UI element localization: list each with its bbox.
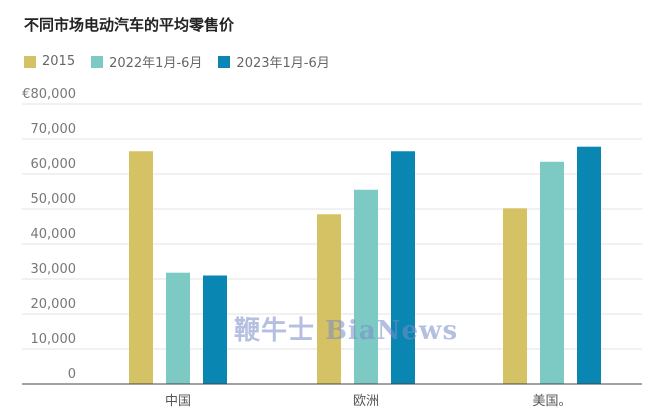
bar bbox=[354, 189, 378, 384]
y-tick-label: 10,000 bbox=[31, 332, 77, 347]
y-tick-label: 50,000 bbox=[31, 192, 77, 207]
y-tick-label: 20,000 bbox=[31, 297, 77, 312]
legend-swatch-2015 bbox=[24, 55, 36, 68]
y-tick-label: 70,000 bbox=[31, 122, 77, 137]
bar bbox=[203, 275, 227, 384]
y-tick-label: 60,000 bbox=[31, 157, 77, 172]
y-tick-label: 0 bbox=[68, 367, 76, 382]
y-tick-label: 30,000 bbox=[31, 262, 77, 277]
bar bbox=[391, 151, 415, 384]
bar bbox=[577, 146, 601, 384]
bar bbox=[129, 151, 153, 384]
y-tick-label: 40,000 bbox=[31, 227, 77, 242]
legend: 2015 2022年1月-6月 2023年1月-6月 bbox=[24, 52, 330, 71]
bar bbox=[317, 214, 341, 384]
legend-label-2023: 2023年1月-6月 bbox=[236, 56, 330, 71]
watermark: 鞭牛士 BiaNews bbox=[234, 316, 459, 346]
legend-item-2015: 2015 bbox=[24, 52, 75, 71]
legend-label-2015: 2015 bbox=[42, 54, 76, 69]
bar bbox=[540, 161, 564, 384]
legend-item-2022: 2022年1月-6月 bbox=[91, 52, 202, 71]
x-tick-label: 欧洲 bbox=[353, 394, 379, 409]
legend-item-2023: 2023年1月-6月 bbox=[218, 52, 330, 71]
x-tick-label: 美国。 bbox=[532, 394, 571, 409]
bar bbox=[166, 272, 190, 384]
x-tick-label: 中国 bbox=[165, 394, 191, 409]
legend-swatch-2022 bbox=[91, 55, 104, 68]
chart-title: 不同市场电动汽车的平均零售价 bbox=[24, 16, 235, 34]
legend-label-2022: 2022年1月-6月 bbox=[109, 56, 203, 71]
bar bbox=[503, 208, 527, 384]
y-tick-label: €80,000 bbox=[22, 87, 76, 102]
legend-swatch-2023 bbox=[218, 55, 231, 68]
